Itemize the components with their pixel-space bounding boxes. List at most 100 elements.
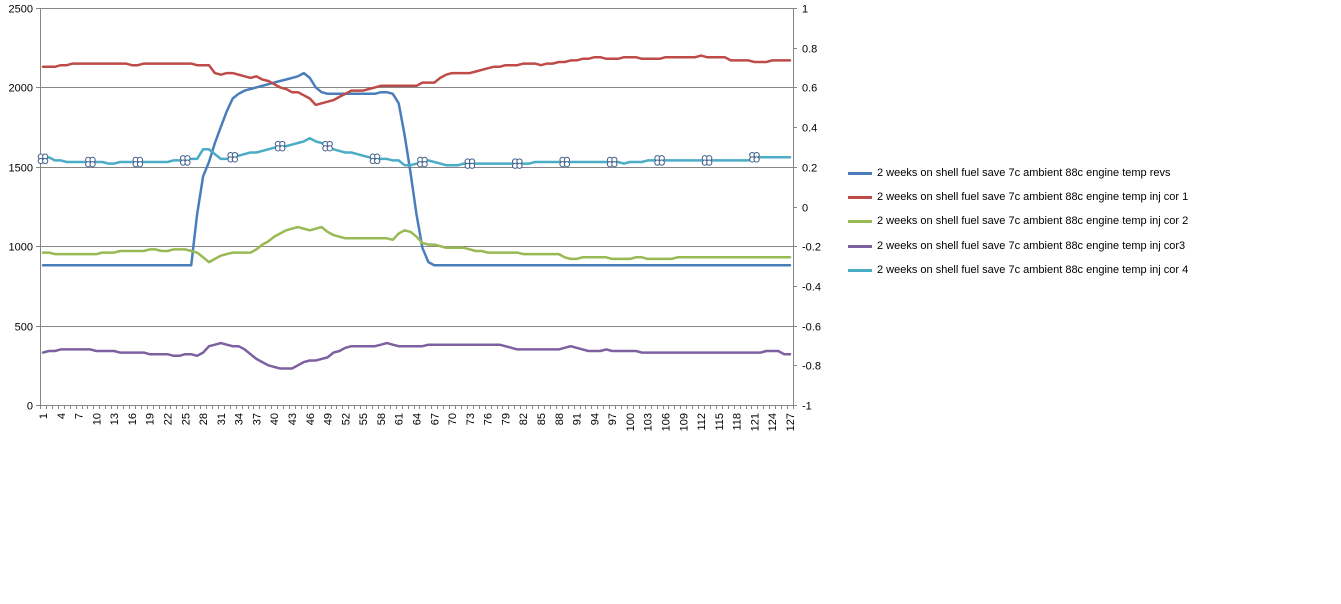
series-marker (274, 140, 286, 152)
y-left-tick-label: 2000 (9, 83, 33, 95)
y-right-tick-label: -1 (802, 401, 812, 413)
y-axis-right-ticks: -1 -0.8 -0.6 -0.4 -0.2 0 0.2 0.4 0.6 0.8 1 (802, 4, 821, 413)
series-markers (37, 140, 760, 169)
y-axis-left-ticks: 0 500 1000 1500 2000 2500 (9, 4, 33, 413)
legend-item-inj-cor-1: 2 weeks on shell fuel save 7c ambient 88… (848, 189, 1328, 213)
legend-item-inj-cor3: 2 weeks on shell fuel save 7c ambient 88… (848, 238, 1328, 262)
legend: 2 weeks on shell fuel save 7c ambient 88… (848, 165, 1328, 286)
marker-lobe (563, 161, 571, 168)
marker-lobe (658, 159, 665, 166)
marker-lobe (516, 162, 523, 169)
y-left-tick-label: 0 (27, 401, 33, 413)
marker-lobe (136, 161, 144, 168)
x-tick-label: 67 (429, 413, 441, 425)
marker-lobe (468, 162, 476, 169)
marker-lobe (89, 161, 96, 168)
marker-lobe (326, 145, 333, 152)
legend-swatch-revs (848, 172, 872, 175)
y-right-tick-label: 1 (802, 4, 808, 16)
series-line-3 (41, 225, 792, 264)
x-tick-label: 55 (358, 413, 370, 425)
x-tick-label: 49 (323, 413, 335, 425)
x-tick-label: 118 (732, 413, 744, 431)
x-tick-label: 37 (251, 413, 263, 425)
legend-label-inj-cor-4: 2 weeks on shell fuel save 7c ambient 88… (877, 263, 1189, 276)
series-marker (227, 151, 238, 163)
x-tick-label: 100 (625, 413, 637, 431)
x-tick-label: 25 (180, 413, 192, 425)
series-marker (322, 140, 333, 152)
gridlines (40, 8, 793, 327)
marker-lobe (706, 159, 713, 166)
series-marker (417, 156, 428, 168)
legend-item-revs: 2 weeks on shell fuel save 7c ambient 88… (848, 165, 1328, 189)
y-left-tick-label: 500 (15, 322, 33, 334)
x-tick-label: 94 (589, 413, 601, 425)
y-left-tick-label: 1500 (9, 163, 33, 175)
y-right-tick-label: 0.2 (802, 163, 817, 175)
x-tick-label: 43 (287, 413, 299, 425)
marker-lobe (184, 159, 191, 166)
x-tick-label: 70 (447, 413, 459, 425)
series-marker (85, 156, 96, 168)
x-tick-label: 112 (696, 413, 708, 431)
y-right-tick-label: -0.4 (802, 282, 821, 294)
x-tick-label: 28 (198, 413, 210, 425)
x-tick-label: 61 (394, 413, 406, 425)
legend-label-revs: 2 weeks on shell fuel save 7c ambient 88… (877, 167, 1171, 179)
series-marker (464, 158, 476, 169)
legend-swatch-inj-cor-2 (848, 220, 872, 224)
legend-swatch-inj-cor3 (848, 244, 872, 248)
legend-swatch-inj-cor-1 (848, 196, 872, 200)
marker-lobe (753, 156, 760, 163)
y-right-tick-label: -0.6 (802, 322, 821, 334)
x-tick-label: 88 (554, 413, 566, 425)
legend-item-inj-cor-2: 2 weeks on shell fuel save 7c ambient 88… (848, 213, 1328, 237)
x-tick-label: 52 (340, 413, 352, 425)
x-tick-label: 10 (91, 413, 103, 425)
y-left-tick-label: 1000 (9, 242, 33, 254)
x-tick-label: 22 (162, 413, 174, 425)
legend-swatch-inj-cor-4 (848, 268, 872, 272)
marker-lobe (279, 145, 286, 152)
x-tick-label: 64 (412, 413, 424, 425)
x-tick-label: 34 (234, 413, 246, 425)
series-line-5 (41, 136, 792, 167)
legend-label-inj-cor-1: 2 weeks on shell fuel save 7c ambient 88… (877, 191, 1189, 204)
x-tick-label: 40 (269, 413, 281, 425)
legend-label-inj-cor-2: 2 weeks on shell fuel save 7c ambient 88… (877, 215, 1189, 228)
series-line-2 (41, 54, 792, 107)
x-tick-label: 7 (74, 413, 86, 419)
marker-lobe (42, 157, 49, 165)
marker-lobe (421, 161, 428, 168)
y-right-tick-label: 0 (802, 203, 808, 215)
x-tick-label: 115 (714, 413, 726, 431)
x-axis-ticks: 1 4 7 10 13 16 19 22 25 28 31 34 37 40 43 46 49 52 55 58 61 6… (38, 413, 797, 431)
series-lines (41, 54, 792, 370)
y-right-tick-label: 0.4 (802, 123, 817, 135)
series-marker (511, 158, 523, 169)
x-tick-label: 91 (572, 413, 584, 425)
x-tick-label: 19 (145, 413, 157, 425)
x-tick-label: 16 (127, 413, 139, 425)
legend-label-inj-cor3: 2 weeks on shell fuel save 7c ambient 88… (877, 239, 1186, 252)
y-left-tick-label: 2500 (9, 4, 33, 16)
series-marker (559, 156, 571, 168)
y-right-tick-label: 0.8 (802, 44, 817, 56)
axes (36, 8, 797, 409)
series-line-1 (41, 71, 792, 267)
series-marker (606, 156, 618, 168)
x-tick-label: 127 (785, 413, 797, 431)
x-tick-label: 85 (536, 413, 548, 425)
x-tick-label: 106 (661, 413, 673, 431)
x-tick-label: 82 (518, 413, 530, 425)
x-tick-label: 58 (376, 413, 388, 425)
series-marker (654, 155, 665, 166)
y-right-tick-label: -0.2 (802, 242, 821, 254)
x-tick-label: 121 (749, 413, 761, 431)
x-tick-label: 46 (305, 413, 317, 425)
series-line-4 (41, 341, 792, 370)
y-right-tick-label: 0.6 (802, 83, 817, 95)
x-tick-label: 1 (38, 413, 50, 419)
